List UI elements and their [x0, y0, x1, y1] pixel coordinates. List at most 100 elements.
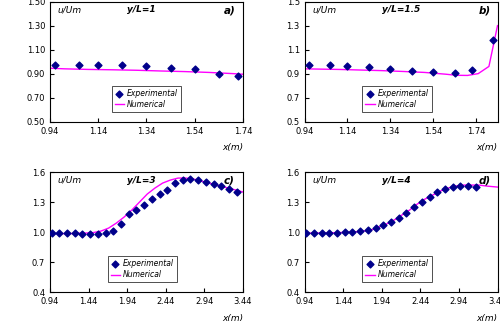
Numerical	[121, 215, 127, 219]
Numerical	[198, 179, 204, 183]
Numerical	[430, 193, 436, 197]
Text: y/L=4: y/L=4	[382, 176, 410, 185]
Experimental	[51, 63, 59, 68]
Experimental	[210, 181, 218, 187]
Text: a): a)	[224, 5, 235, 15]
Numerical	[314, 67, 320, 71]
Numerical	[337, 231, 343, 235]
Experimental	[464, 184, 472, 189]
Text: y/L=1: y/L=1	[127, 5, 156, 14]
Experimental	[171, 180, 179, 186]
Numerical	[144, 192, 150, 196]
Experimental	[70, 230, 78, 236]
Legend: Experimental, Numerical: Experimental, Numerical	[362, 86, 432, 112]
Experimental	[340, 230, 348, 235]
Experimental	[365, 65, 373, 70]
Numerical	[183, 176, 189, 180]
Experimental	[302, 230, 310, 236]
Experimental	[110, 229, 118, 234]
Text: u/Um: u/Um	[58, 5, 82, 14]
Numerical	[90, 231, 96, 235]
Numerical	[406, 208, 412, 212]
Experimental	[102, 230, 110, 236]
Text: u/Um: u/Um	[312, 176, 336, 185]
Text: x(m): x(m)	[476, 143, 498, 152]
Numerical	[314, 231, 320, 235]
Numerical	[330, 231, 336, 235]
Text: x(m): x(m)	[222, 314, 243, 321]
Numerical	[129, 208, 135, 212]
Experimental	[372, 226, 380, 231]
Numerical	[391, 218, 397, 222]
Numerical	[345, 230, 351, 234]
Numerical	[158, 69, 164, 73]
Experimental	[310, 230, 318, 235]
Text: b): b)	[478, 5, 490, 15]
Numerical	[106, 226, 112, 230]
Numerical	[114, 221, 119, 225]
Numerical	[168, 178, 173, 182]
Numerical	[358, 68, 364, 72]
Numerical	[47, 66, 53, 70]
Line: Numerical: Numerical	[50, 178, 243, 234]
Experimental	[326, 63, 334, 68]
Experimental	[468, 67, 476, 73]
Line: Numerical: Numerical	[50, 68, 243, 74]
Experimental	[164, 187, 172, 193]
Numerical	[494, 24, 500, 28]
Experimental	[426, 195, 434, 200]
Experimental	[140, 203, 148, 208]
Experimental	[118, 63, 126, 68]
Text: y/L=1.5: y/L=1.5	[382, 5, 420, 14]
Legend: Experimental, Numerical: Experimental, Numerical	[108, 256, 177, 282]
Experimental	[326, 230, 334, 235]
Numerical	[422, 197, 428, 201]
Experimental	[225, 187, 233, 192]
Numerical	[400, 70, 406, 74]
Numerical	[206, 71, 212, 74]
Numerical	[484, 184, 490, 188]
Experimental	[75, 63, 83, 68]
Experimental	[305, 63, 313, 68]
Experimental	[408, 69, 416, 74]
Numerical	[399, 213, 405, 217]
Experimental	[356, 229, 364, 234]
Experimental	[348, 229, 356, 234]
Experimental	[450, 71, 458, 76]
Experimental	[410, 204, 418, 210]
Experimental	[364, 228, 372, 233]
Experimental	[394, 215, 402, 221]
Numerical	[152, 186, 158, 190]
Experimental	[215, 71, 223, 76]
Experimental	[318, 230, 326, 235]
Numerical	[206, 181, 212, 185]
Experimental	[166, 65, 174, 70]
Numerical	[486, 65, 492, 68]
Text: x(m): x(m)	[476, 314, 498, 321]
Experimental	[472, 185, 480, 190]
Numerical	[460, 183, 466, 187]
Experimental	[78, 231, 86, 236]
Experimental	[489, 38, 497, 43]
Numerical	[160, 181, 166, 185]
Numerical	[175, 176, 181, 180]
Experimental	[441, 187, 449, 192]
Numerical	[82, 231, 88, 235]
Numerical	[190, 177, 196, 181]
Line: Numerical: Numerical	[304, 26, 498, 75]
Numerical	[67, 232, 73, 236]
Numerical	[75, 231, 81, 235]
Experimental	[344, 64, 351, 69]
Experimental	[124, 212, 132, 217]
Numerical	[464, 74, 470, 77]
Text: x(m): x(m)	[222, 143, 243, 152]
Numerical	[376, 225, 382, 229]
Numerical	[322, 231, 328, 235]
Numerical	[352, 230, 358, 234]
Legend: Experimental, Numerical: Experimental, Numerical	[362, 256, 432, 282]
Text: u/Um: u/Um	[312, 5, 336, 14]
Numerical	[52, 232, 58, 236]
Experimental	[218, 184, 226, 189]
Experimental	[94, 63, 102, 68]
Numerical	[306, 231, 312, 235]
